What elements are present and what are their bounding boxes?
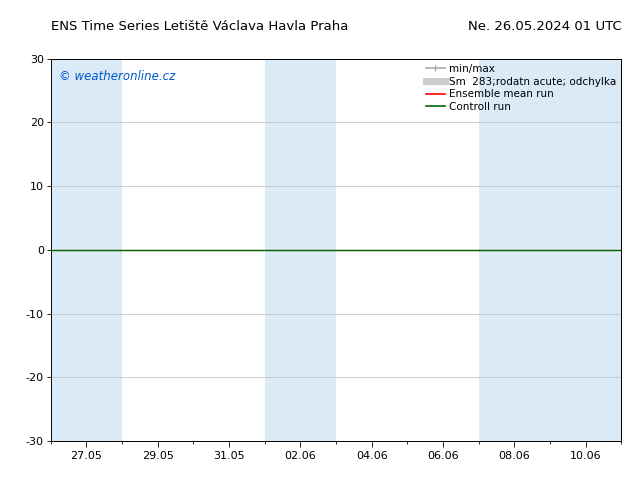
- Text: © weatheronline.cz: © weatheronline.cz: [59, 70, 176, 83]
- Bar: [51, 59, 122, 441]
- Bar: [264, 59, 336, 441]
- Text: Ne. 26.05.2024 01 UTC: Ne. 26.05.2024 01 UTC: [467, 21, 621, 33]
- Legend: min/max, Sm  283;rodatn acute; odchylka, Ensemble mean run, Controll run: min/max, Sm 283;rodatn acute; odchylka, …: [423, 61, 619, 115]
- Bar: [479, 59, 621, 441]
- Text: ENS Time Series Letiště Václava Havla Praha: ENS Time Series Letiště Václava Havla Pr…: [51, 21, 348, 33]
